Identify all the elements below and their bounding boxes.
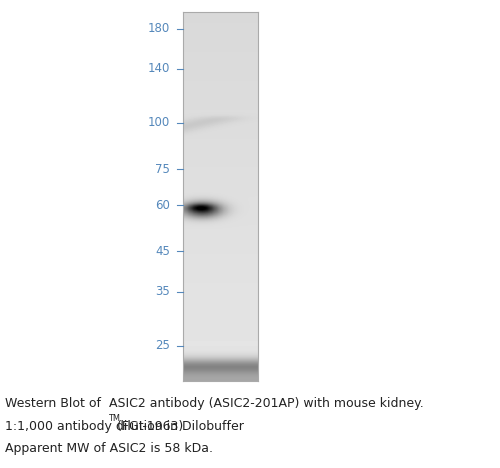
Text: 35: 35 [155,285,170,298]
Text: 45: 45 [155,245,170,258]
Text: 60: 60 [155,198,170,212]
Text: 100: 100 [148,117,170,130]
Text: 1:1,000 antibody dilution in Dilobuffer: 1:1,000 antibody dilution in Dilobuffer [5,420,244,433]
Text: 75: 75 [155,163,170,176]
Text: 140: 140 [148,62,170,75]
Text: Apparent MW of ASIC2 is 58 kDa.: Apparent MW of ASIC2 is 58 kDa. [5,442,213,455]
Text: (FGI-1963).: (FGI-1963). [114,420,188,433]
Text: TM: TM [110,414,122,423]
Text: 25: 25 [155,339,170,352]
Text: Western Blot of  ASIC2 antibody (ASIC2-201AP) with mouse kidney.: Western Blot of ASIC2 antibody (ASIC2-20… [5,397,424,410]
Text: 180: 180 [148,22,170,35]
